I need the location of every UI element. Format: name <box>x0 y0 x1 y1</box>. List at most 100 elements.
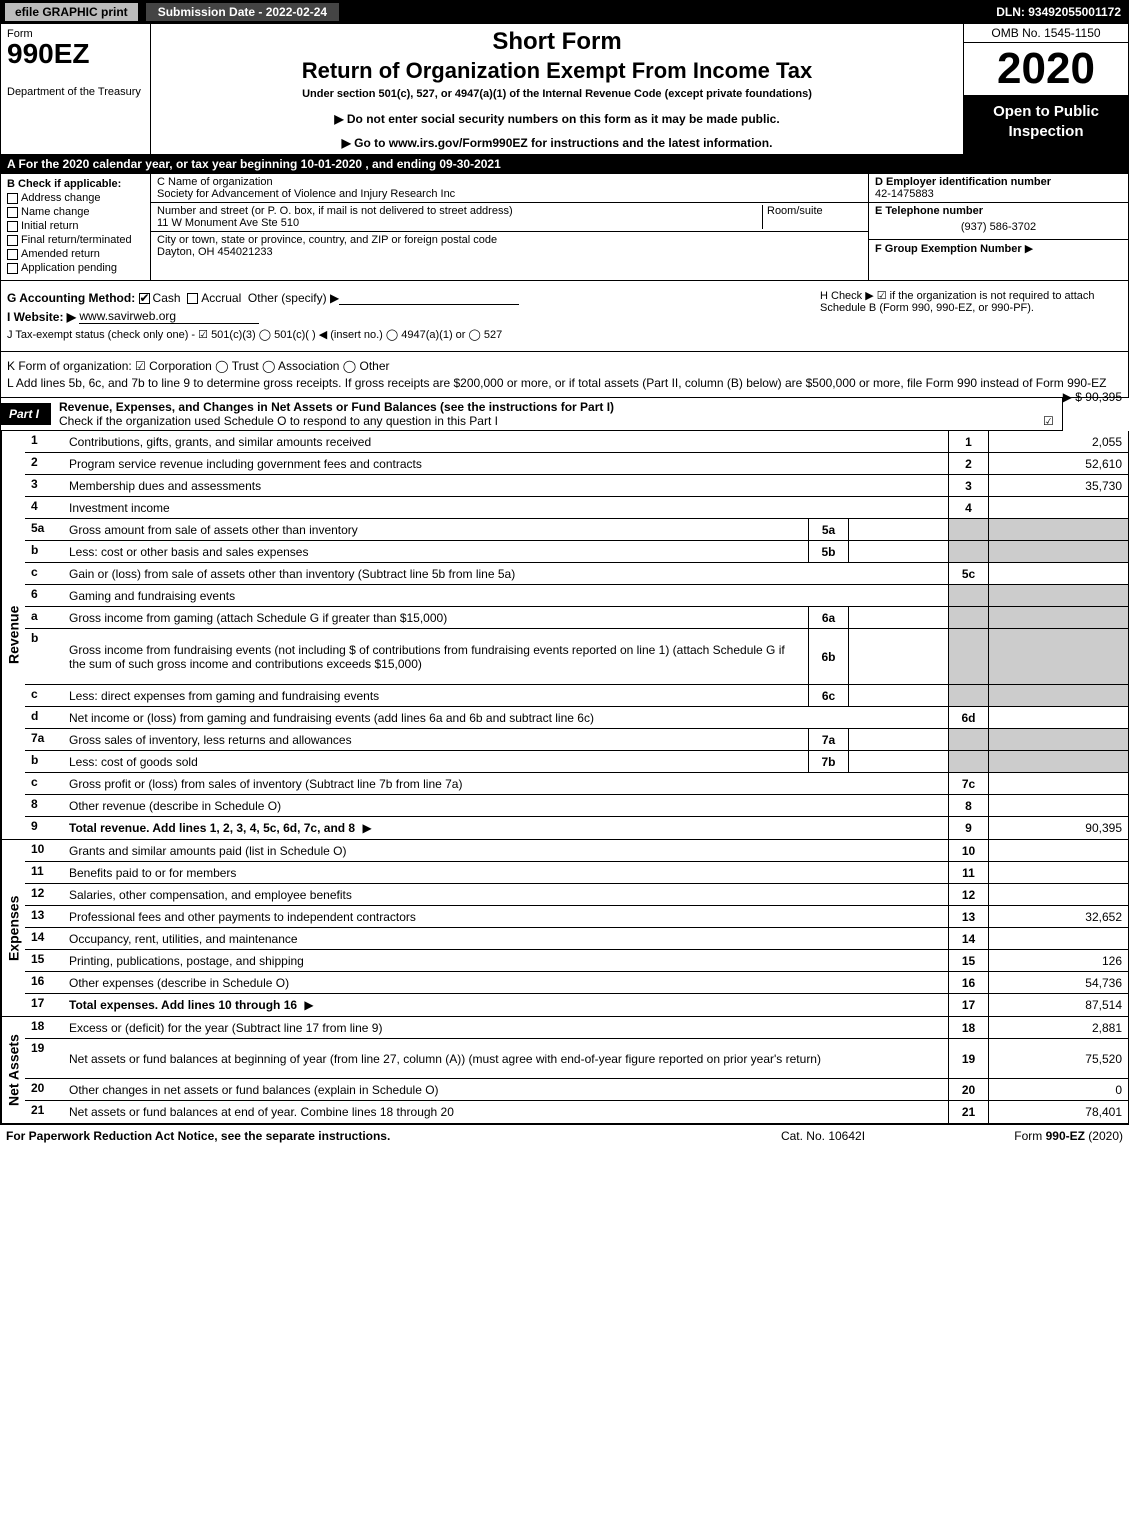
room-suite-label: Room/suite <box>762 205 862 229</box>
form-header: Form 990EZ Department of the Treasury Sh… <box>0 24 1129 155</box>
submission-date: Submission Date - 2022-02-24 <box>145 2 340 22</box>
ein-value: 42-1475883 <box>875 188 1122 200</box>
other-specify-input[interactable] <box>339 304 519 305</box>
do-not-enter-text: ▶ Do not enter social security numbers o… <box>159 112 955 126</box>
row-15: 15 Printing, publications, postage, and … <box>25 950 1128 972</box>
row-6c-value <box>988 685 1128 706</box>
row-7c-desc: Gross profit or (loss) from sales of inv… <box>65 773 948 794</box>
row-5b-subbox: 5b <box>808 541 848 562</box>
row-1-num: 1 <box>25 431 65 452</box>
row-10-value <box>988 840 1128 861</box>
row-6a-desc: Gross income from gaming (attach Schedul… <box>65 607 808 628</box>
box-b-label: B Check if applicable: <box>7 178 144 190</box>
row-1-rnum: 1 <box>948 431 988 452</box>
row-6a-rnum <box>948 607 988 628</box>
row-13-desc: Professional fees and other payments to … <box>65 906 948 927</box>
row-1-value: 2,055 <box>988 431 1128 452</box>
row-13-rnum: 13 <box>948 906 988 927</box>
row-20-desc: Other changes in net assets or fund bala… <box>65 1079 948 1100</box>
row-kl: K Form of organization: ☑ Corporation ◯ … <box>0 352 1129 398</box>
net-assets-side-label: Net Assets <box>1 1017 25 1123</box>
footer-left: For Paperwork Reduction Act Notice, see … <box>6 1129 723 1143</box>
row-1: 1 Contributions, gifts, grants, and simi… <box>25 431 1128 453</box>
opt-cash: Cash <box>153 291 181 305</box>
row-7b-desc: Less: cost of goods sold <box>65 751 808 772</box>
footer-catalog: Cat. No. 10642I <box>723 1129 923 1143</box>
goto-link-text[interactable]: ▶ Go to www.irs.gov/Form990EZ for instru… <box>159 136 955 150</box>
row-8-num: 8 <box>25 795 65 816</box>
line-l-text: L Add lines 5b, 6c, and 7b to line 9 to … <box>7 376 1106 390</box>
top-bar: efile GRAPHIC print Submission Date - 20… <box>0 0 1129 24</box>
row-7b-num: b <box>25 751 65 772</box>
row-16: 16 Other expenses (describe in Schedule … <box>25 972 1128 994</box>
row-13-value: 32,652 <box>988 906 1128 927</box>
row-8-value <box>988 795 1128 816</box>
check-application-pending[interactable]: Application pending <box>7 262 144 274</box>
row-6c-subbox: 6c <box>808 685 848 706</box>
row-3-num: 3 <box>25 475 65 496</box>
dln-label: DLN: 93492055001172 <box>996 5 1129 19</box>
check-name-change[interactable]: Name change <box>7 206 144 218</box>
row-18: 18 Excess or (deficit) for the year (Sub… <box>25 1017 1128 1039</box>
telephone-value: (937) 586-3702 <box>875 217 1122 237</box>
footer-form-year: (2020) <box>1085 1129 1123 1143</box>
row-13: 13 Professional fees and other payments … <box>25 906 1128 928</box>
row-6-rnum <box>948 585 988 606</box>
row-12-desc: Salaries, other compensation, and employ… <box>65 884 948 905</box>
row-4: 4 Investment income 4 <box>25 497 1128 519</box>
row-7a-subval <box>848 729 948 750</box>
part-1-schedule-o-check[interactable]: ☑ <box>1043 414 1054 428</box>
header-left: Form 990EZ Department of the Treasury <box>1 24 151 154</box>
row-21-desc: Net assets or fund balances at end of ye… <box>65 1101 948 1123</box>
line-j: J Tax-exempt status (check only one) - ☑… <box>7 328 1122 341</box>
check-accrual[interactable] <box>187 293 198 304</box>
check-cash[interactable] <box>139 293 150 304</box>
under-section-text: Under section 501(c), 527, or 4947(a)(1)… <box>159 88 955 100</box>
org-city-value: Dayton, OH 454021233 <box>157 246 862 258</box>
row-5c: c Gain or (loss) from sale of assets oth… <box>25 563 1128 585</box>
row-7b-subval <box>848 751 948 772</box>
row-9-desc: Total revenue. Add lines 1, 2, 3, 4, 5c,… <box>65 817 948 839</box>
org-address-label: Number and street (or P. O. box, if mail… <box>157 205 762 217</box>
row-12-num: 12 <box>25 884 65 905</box>
row-9-rnum: 9 <box>948 817 988 839</box>
opt-final-return: Final return/terminated <box>21 234 132 246</box>
row-7b-rnum <box>948 751 988 772</box>
row-12-value <box>988 884 1128 905</box>
row-5b-value <box>988 541 1128 562</box>
department-label: Department of the Treasury <box>7 86 144 98</box>
check-address-change[interactable]: Address change <box>7 192 144 204</box>
box-c: C Name of organization Society for Advan… <box>151 174 868 280</box>
row-6b-subval <box>848 629 948 684</box>
row-16-desc: Other expenses (describe in Schedule O) <box>65 972 948 993</box>
row-11-num: 11 <box>25 862 65 883</box>
row-18-desc: Excess or (deficit) for the year (Subtra… <box>65 1017 948 1038</box>
row-14-num: 14 <box>25 928 65 949</box>
row-17-num: 17 <box>25 994 65 1016</box>
website-value[interactable]: www.savirweb.org <box>79 309 259 324</box>
row-4-num: 4 <box>25 497 65 518</box>
check-amended-return[interactable]: Amended return <box>7 248 144 260</box>
row-16-value: 54,736 <box>988 972 1128 993</box>
row-7b: b Less: cost of goods sold 7b <box>25 751 1128 773</box>
row-14-rnum: 14 <box>948 928 988 949</box>
efile-print-button[interactable]: efile GRAPHIC print <box>4 2 139 22</box>
row-6a: a Gross income from gaming (attach Sched… <box>25 607 1128 629</box>
row-6a-value <box>988 607 1128 628</box>
check-initial-return[interactable]: Initial return <box>7 220 144 232</box>
row-18-rnum: 18 <box>948 1017 988 1038</box>
row-5c-value <box>988 563 1128 584</box>
row-21-value: 78,401 <box>988 1101 1128 1123</box>
line-k: K Form of organization: ☑ Corporation ◯ … <box>7 359 1122 373</box>
short-form-title: Short Form <box>159 28 955 56</box>
row-5a: 5a Gross amount from sale of assets othe… <box>25 519 1128 541</box>
row-1-desc: Contributions, gifts, grants, and simila… <box>65 431 948 452</box>
return-title: Return of Organization Exempt From Incom… <box>159 58 955 84</box>
row-17-desc: Total expenses. Add lines 10 through 16 <box>65 994 948 1016</box>
row-14-value <box>988 928 1128 949</box>
check-final-return[interactable]: Final return/terminated <box>7 234 144 246</box>
opt-amended-return: Amended return <box>21 248 100 260</box>
row-9-num: 9 <box>25 817 65 839</box>
row-5b-rnum <box>948 541 988 562</box>
part-1-header: Part I Revenue, Expenses, and Changes in… <box>0 398 1063 431</box>
